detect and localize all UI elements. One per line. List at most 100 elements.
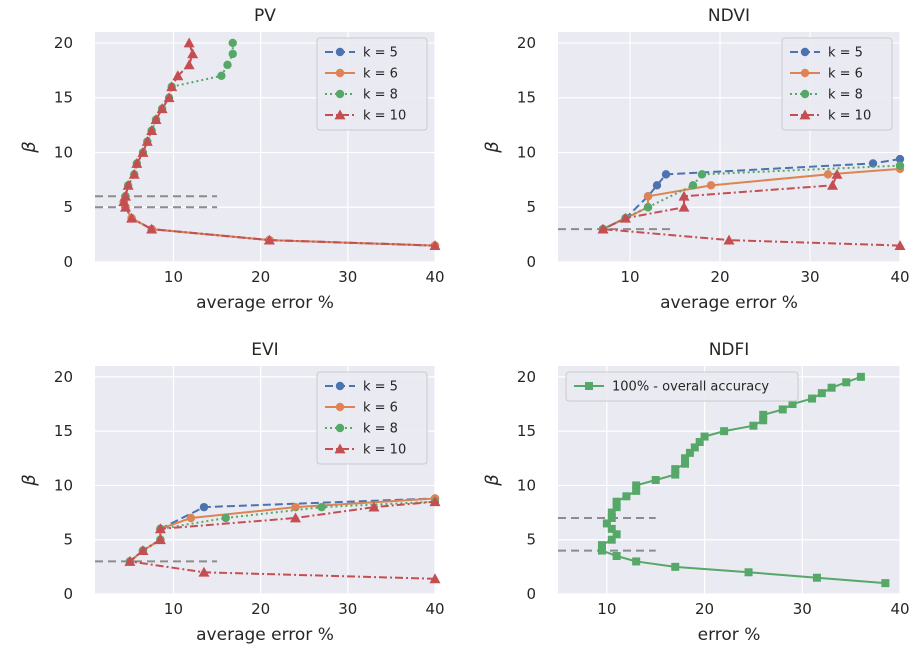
y-tick-label: 20: [517, 34, 536, 52]
legend: k = 5 k = 6 k = 8 k = 10: [316, 37, 428, 131]
data-point: [607, 514, 616, 522]
series-100-overall-accuracy: [597, 372, 890, 588]
data-point: [122, 179, 134, 190]
data-point: [186, 513, 196, 523]
data-point: [146, 223, 158, 234]
x-tick-label: 20: [251, 600, 270, 618]
data-point: [744, 568, 753, 577]
data-point: [199, 502, 209, 512]
data-point: [831, 168, 843, 179]
data-point: [749, 421, 758, 430]
data-point: [778, 405, 787, 414]
legend-label: k = 10: [828, 109, 871, 124]
data-point: [622, 492, 631, 501]
data-point: [827, 179, 838, 190]
data-point: [823, 170, 833, 179]
y-axis-label: β: [19, 474, 40, 487]
legend-label: k = 6: [828, 67, 863, 82]
legend-label: k = 5: [828, 46, 863, 61]
legend-marker: [334, 109, 346, 120]
data-point: [827, 383, 836, 392]
x-tick-label: 20: [710, 268, 729, 286]
data-point: [700, 432, 709, 441]
y-axis-label: β: [482, 141, 503, 154]
x-axis-label: average error %: [196, 293, 334, 313]
x-tick-label: 40: [425, 600, 444, 618]
legend-label: k = 8: [363, 422, 398, 437]
x-axis-label: error %: [698, 625, 761, 645]
x-tick-label: 10: [164, 268, 183, 286]
series-k-10: [124, 496, 441, 584]
data-point: [429, 573, 441, 584]
data-point: [808, 394, 817, 403]
y-tick-label: 5: [526, 531, 536, 549]
legend-label: k = 6: [363, 67, 398, 82]
data-point: [221, 513, 230, 523]
data-point: [723, 234, 735, 245]
legend-box: [781, 37, 893, 131]
y-tick-label: 15: [517, 422, 536, 440]
data-point: [217, 71, 226, 81]
legend-marker: [585, 382, 593, 390]
data-point: [124, 555, 136, 566]
data-point: [697, 170, 707, 179]
data-point: [695, 438, 704, 446]
subplot-title: PV: [254, 6, 276, 26]
subplot-evi: 10 20 30 40 0 5 10 15 20 EVI average error % β k = 5…: [19, 340, 445, 645]
legend: 100% - overall accuracy: [565, 371, 799, 402]
data-point: [894, 240, 906, 250]
y-tick-label: 20: [54, 368, 73, 386]
data-point: [681, 454, 690, 463]
legend-marker: [335, 423, 345, 433]
legend-marker: [335, 402, 345, 412]
data-point: [881, 579, 890, 588]
legend-marker: [800, 47, 810, 57]
subplot-title: NDFI: [709, 340, 750, 360]
subplot-title: NDVI: [708, 6, 750, 26]
legend-label: k = 10: [363, 109, 406, 124]
data-point: [632, 557, 641, 566]
data-point: [183, 59, 195, 70]
legend-marker: [799, 109, 811, 120]
data-point: [602, 519, 611, 528]
data-point: [156, 103, 168, 114]
y-tick-label: 5: [63, 531, 73, 549]
data-point: [671, 470, 680, 479]
data-point: [141, 136, 153, 146]
legend-box: [316, 37, 428, 131]
data-point: [597, 546, 606, 555]
x-tick-label: 30: [800, 268, 819, 286]
y-tick-label: 0: [63, 585, 73, 603]
legend-marker: [335, 68, 345, 78]
legend: k = 5 k = 6 k = 8 k = 10: [781, 37, 893, 131]
data-point: [632, 486, 641, 495]
legend-marker: [800, 89, 810, 99]
data-point: [690, 443, 699, 452]
x-tick-label: 40: [425, 268, 444, 286]
data-point: [759, 416, 768, 425]
y-tick-label: 10: [517, 143, 536, 161]
series-k-10: [597, 168, 906, 250]
data-point: [612, 503, 621, 512]
data-point: [120, 201, 132, 212]
y-tick-label: 15: [517, 89, 536, 107]
data-point: [291, 502, 300, 512]
x-tick-label: 30: [338, 600, 357, 618]
subplot-title: EVI: [251, 340, 278, 360]
legend-box: [316, 371, 428, 465]
data-point: [678, 190, 690, 201]
data-point: [290, 512, 302, 523]
y-tick-label: 0: [526, 585, 536, 603]
x-tick-label: 40: [890, 600, 909, 618]
data-point: [612, 552, 621, 560]
data-point: [788, 400, 797, 408]
y-tick-label: 10: [54, 476, 73, 494]
legend-label: k = 8: [363, 88, 398, 103]
data-point: [607, 508, 616, 517]
data-point: [126, 212, 138, 223]
x-tick-label: 30: [338, 268, 357, 286]
x-tick-label: 20: [695, 600, 714, 618]
data-point: [759, 410, 768, 419]
y-tick-label: 10: [517, 476, 536, 494]
data-point: [198, 566, 210, 577]
